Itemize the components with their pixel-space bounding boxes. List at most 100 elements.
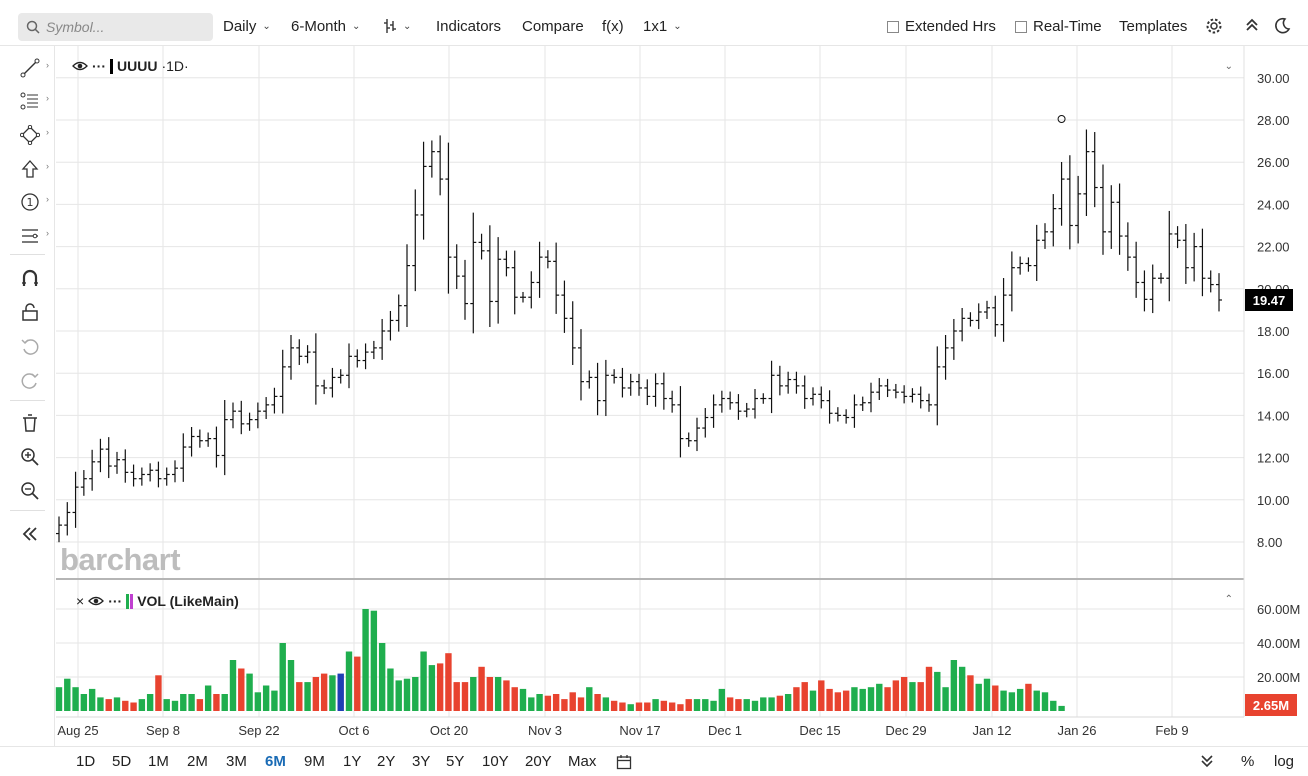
more-options-icon[interactable]: ···: [108, 593, 123, 609]
ohlc-bar: [445, 142, 452, 294]
ohlc-bar: [337, 369, 344, 384]
volume-bar: [1033, 690, 1040, 711]
interval-dropdown[interactable]: Daily ⌄: [223, 18, 271, 35]
ohlc-bar: [1174, 226, 1181, 249]
ohlc-bar: [776, 365, 783, 396]
shape-icon: [20, 125, 40, 145]
magnet-button[interactable]: [18, 266, 42, 290]
eye-icon[interactable]: [72, 60, 88, 72]
ohlc-bar: [172, 460, 178, 483]
toolbar-divider: [10, 254, 45, 255]
volume-bar: [296, 682, 303, 711]
zoom-in-button[interactable]: [18, 445, 42, 469]
real-time-toggle[interactable]: Real-Time: [1015, 18, 1102, 35]
calendar-button[interactable]: [616, 754, 632, 775]
volume-bar: [635, 702, 643, 711]
range-button-1y[interactable]: 1Y: [343, 753, 362, 770]
lock-button[interactable]: [18, 300, 42, 324]
volume-bar: [345, 651, 353, 711]
price-tick-label: 12.00: [1257, 451, 1290, 466]
volume-bar: [461, 682, 469, 711]
svg-text:1: 1: [27, 196, 34, 209]
volume-bar: [246, 673, 253, 711]
volume-bar: [204, 685, 212, 711]
range-button-max[interactable]: Max: [568, 753, 597, 770]
range-button-3y[interactable]: 3Y: [412, 753, 431, 770]
close-icon[interactable]: ×: [76, 593, 85, 609]
volume-legend: × ··· VOL (LikeMain): [76, 593, 239, 609]
range-button-20y[interactable]: 20Y: [525, 753, 552, 770]
trend-line-tool[interactable]: ›: [18, 56, 49, 80]
range-button-6m[interactable]: 6M: [265, 753, 286, 770]
range-button-3m[interactable]: 3M: [226, 753, 247, 770]
period-dropdown[interactable]: 6-Month ⌄: [291, 18, 360, 35]
delete-drawings-button[interactable]: [18, 411, 42, 435]
undo-button[interactable]: [18, 334, 42, 358]
volume-bar: [403, 678, 411, 711]
eye-icon[interactable]: [88, 595, 105, 607]
range-button-10y[interactable]: 10Y: [482, 753, 509, 770]
chevron-down-icon: ⌄: [262, 21, 271, 32]
range-button-5y[interactable]: 5Y: [446, 753, 465, 770]
ohlc-bar: [263, 397, 270, 419]
ohlc-bar: [743, 402, 750, 418]
range-button-1d[interactable]: 1D: [76, 753, 96, 770]
volume-bar: [561, 699, 568, 711]
chart-grid: [56, 46, 1244, 717]
range-button-2y[interactable]: 2Y: [377, 753, 396, 770]
range-button-9m[interactable]: 9M: [304, 753, 325, 770]
extended-hours-toggle[interactable]: Extended Hrs: [887, 18, 996, 35]
volume-pane-collapse-icon[interactable]: ⌃: [1224, 594, 1233, 605]
ohlc-bar: [561, 280, 568, 333]
volume-tick-label: 40.00M: [1257, 636, 1300, 651]
dark-mode-button[interactable]: [1273, 17, 1291, 35]
extended-hours-checkbox[interactable]: [887, 20, 899, 33]
indicators-button[interactable]: Indicators: [436, 18, 502, 35]
volume-bar: [412, 677, 419, 711]
templates-button[interactable]: Templates: [1119, 18, 1188, 35]
fib-tool[interactable]: ›: [18, 89, 49, 113]
shape-tool[interactable]: ›: [18, 123, 49, 147]
chart-type-dropdown[interactable]: ⌄: [383, 18, 411, 34]
volume-bar: [942, 687, 949, 711]
collapse-toolbar-button[interactable]: [1244, 17, 1260, 33]
arrow-tool[interactable]: ›: [18, 157, 49, 181]
compare-button[interactable]: Compare: [522, 18, 584, 35]
expand-button[interactable]: [1200, 753, 1214, 774]
ohlc-bar: [1100, 164, 1106, 255]
volume-bar: [776, 695, 784, 711]
search-placeholder: Symbol...: [46, 19, 105, 35]
volume-bar: [122, 700, 129, 711]
volume-bar: [362, 609, 369, 711]
percent-scale-button[interactable]: %: [1241, 753, 1255, 770]
layout-dropdown[interactable]: 1x1 ⌄: [643, 18, 682, 35]
ohlc-bar: [1017, 256, 1024, 275]
ohlc-bar: [520, 291, 526, 303]
range-button-2m[interactable]: 2M: [187, 753, 208, 770]
zoom-out-button[interactable]: [18, 479, 42, 503]
more-options-icon[interactable]: ···: [92, 58, 106, 74]
range-button-1m[interactable]: 1M: [148, 753, 169, 770]
volume-bar: [370, 610, 378, 711]
function-button[interactable]: f(x): [602, 18, 624, 35]
redo-button[interactable]: [18, 368, 42, 392]
volume-tick-label: 60.00M: [1257, 602, 1300, 617]
log-scale-button[interactable]: log: [1274, 753, 1295, 770]
symbol-search-input[interactable]: Symbol...: [18, 13, 213, 41]
collapse-toolbar-button[interactable]: [18, 522, 42, 546]
ohlc-bar: [611, 369, 618, 384]
annotation-tool[interactable]: 1 ›: [18, 190, 49, 214]
ohlc-bar: [793, 371, 800, 394]
real-time-checkbox[interactable]: [1015, 20, 1027, 33]
ohlc-bar: [1141, 270, 1148, 312]
measure-tool[interactable]: ›: [18, 224, 49, 248]
ohlc-bar: [578, 329, 584, 401]
pane-collapse-icon[interactable]: ⌄: [1224, 61, 1233, 72]
ohlc-bar: [354, 349, 361, 368]
settings-button[interactable]: [1205, 17, 1223, 35]
ohlc-bar: [801, 375, 808, 409]
ohlc-bar: [934, 346, 941, 426]
ohlc-bar: [1033, 224, 1040, 281]
range-button-5d[interactable]: 5D: [112, 753, 132, 770]
